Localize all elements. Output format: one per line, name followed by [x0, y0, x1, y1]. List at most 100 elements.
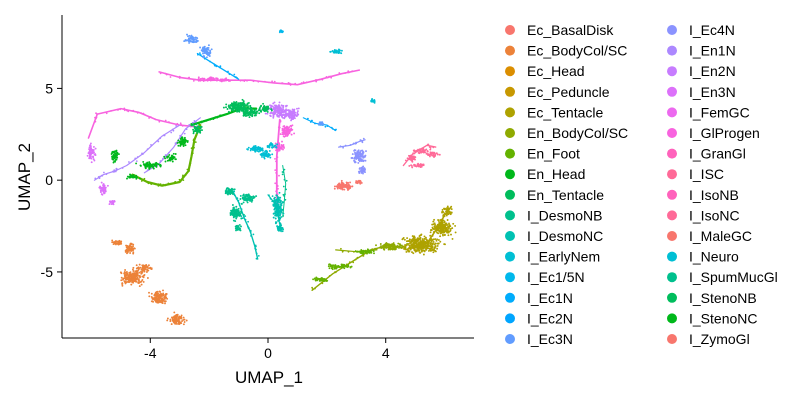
cell-point [133, 280, 136, 283]
cell-point [362, 253, 365, 255]
cell-point [162, 183, 165, 186]
cell-point [182, 323, 185, 326]
cell-point [148, 166, 151, 169]
cell-point [228, 73, 231, 76]
cell-point [276, 225, 279, 228]
cell-point [130, 283, 133, 286]
cell-point [430, 239, 433, 242]
cell-point [260, 148, 263, 151]
cell-point [193, 138, 195, 141]
cell-point [345, 263, 348, 266]
cell-point [112, 203, 115, 206]
cell-point [203, 79, 205, 82]
cell-point [270, 108, 273, 111]
cell-point [228, 104, 230, 107]
cell-point [177, 123, 180, 126]
cell-point [164, 300, 167, 303]
cell-point [278, 207, 281, 210]
cell-point [430, 238, 433, 240]
cell-point [282, 144, 285, 146]
legend-label: En_Tentacle [527, 187, 604, 203]
cell-point [432, 240, 435, 243]
cell-point [221, 79, 224, 82]
legend-item: I_Neuro [667, 249, 739, 265]
cell-point [100, 193, 103, 196]
cell-point [399, 246, 402, 249]
cell-point [331, 50, 334, 52]
cell-point [291, 111, 293, 114]
cell-point [165, 293, 168, 295]
cell-point [167, 182, 170, 185]
cell-point [440, 231, 443, 234]
cell-point [436, 229, 439, 232]
cell-point [238, 107, 241, 109]
cell-point [173, 320, 176, 323]
cell-point [296, 107, 298, 110]
cell-point [431, 151, 434, 154]
cell-point [352, 261, 355, 264]
legend-item: I_Ec1N [505, 290, 573, 306]
cell-point [277, 216, 280, 218]
cell-point [451, 227, 454, 230]
cell-point [284, 198, 287, 201]
cell-point [157, 163, 160, 166]
cell-point [408, 164, 411, 167]
cell-point [143, 268, 146, 271]
cell-point [268, 194, 270, 197]
cell-point [182, 318, 185, 321]
cell-point [441, 224, 444, 227]
cell-point [347, 70, 350, 73]
cell-point [438, 153, 441, 156]
cell-point [405, 244, 408, 247]
cell-point [436, 247, 439, 250]
cell-point [412, 237, 415, 240]
cell-point [328, 275, 331, 277]
cell-point [358, 167, 361, 170]
cell-point [447, 227, 450, 230]
cell-point [257, 148, 260, 150]
cell-point [246, 201, 249, 204]
cell-point [163, 134, 166, 137]
cell-point [125, 244, 128, 247]
cell-point [123, 107, 126, 110]
cell-point [286, 132, 289, 135]
cell-point [321, 282, 324, 285]
series-ec-bodycol-sc [111, 239, 188, 326]
cell-point [400, 244, 403, 247]
legend-label: I_StenoNC [689, 310, 757, 326]
cell-point [424, 240, 427, 243]
cell-point [92, 148, 95, 151]
cell-point [112, 170, 114, 173]
cell-point [274, 182, 277, 185]
cell-point [234, 107, 237, 110]
cell-point [244, 111, 247, 114]
cell-point [164, 157, 167, 160]
cell-point [280, 228, 283, 230]
cell-point [440, 221, 443, 224]
cell-point [282, 114, 285, 117]
cell-point [444, 228, 447, 231]
cell-point [227, 112, 230, 115]
cell-point [442, 211, 445, 213]
cell-point [184, 38, 187, 41]
cell-point [255, 248, 257, 251]
cell-point [347, 250, 350, 253]
cell-point [269, 156, 272, 159]
cell-point [273, 208, 276, 211]
cell-point [139, 281, 142, 283]
cell-point [135, 177, 138, 180]
cell-point [280, 216, 283, 218]
cell-point [282, 133, 285, 135]
cell-point [368, 251, 371, 254]
cell-point [136, 156, 139, 158]
cell-point [294, 82, 297, 85]
cell-point [442, 213, 445, 216]
cell-point [132, 245, 134, 248]
cell-point [160, 292, 162, 295]
cell-point [429, 148, 432, 151]
cell-point [271, 80, 273, 83]
cell-point [187, 77, 190, 79]
cell-point [254, 112, 257, 115]
cell-point [183, 321, 186, 323]
series-i-en3n [86, 142, 116, 206]
